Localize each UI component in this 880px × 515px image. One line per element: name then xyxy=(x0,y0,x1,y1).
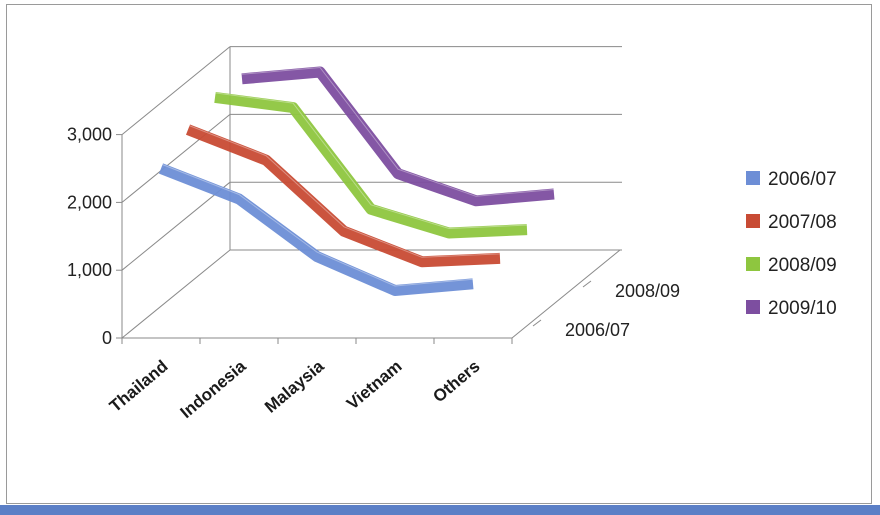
depth-tick-mark xyxy=(582,280,592,288)
x-category-label: Malaysia xyxy=(261,356,328,416)
series-line-highlight xyxy=(241,66,555,197)
legend-label: 2008/09 xyxy=(768,255,837,276)
legend-swatch xyxy=(746,214,760,228)
series-line xyxy=(241,66,555,207)
series-line xyxy=(158,163,474,296)
legend-swatch xyxy=(746,171,760,185)
legend-label: 2009/10 xyxy=(768,298,837,319)
legend-label: 2007/08 xyxy=(768,212,837,233)
depth-tick-mark xyxy=(532,319,542,327)
depth-tick-label: 2006/07 xyxy=(565,320,630,340)
series-line xyxy=(214,91,528,239)
y-tick-label: 2,000 xyxy=(67,192,112,212)
chart-frame xyxy=(6,4,872,504)
x-category-label: Others xyxy=(429,357,483,407)
legend-swatch xyxy=(746,257,760,271)
x-category-label: Vietnam xyxy=(343,357,406,414)
side-gridline xyxy=(121,249,231,339)
legend-swatch xyxy=(746,300,760,314)
side-gridline xyxy=(121,114,231,203)
y-tick-label: 1,000 xyxy=(67,260,112,280)
legend-label: 2006/07 xyxy=(768,169,837,190)
y-tick-label: 0 xyxy=(102,328,112,348)
x-category-label: Thailand xyxy=(106,357,172,416)
bottom-bar xyxy=(0,505,880,515)
series-line-highlight xyxy=(187,124,501,258)
series-line-highlight xyxy=(214,92,528,230)
y-tick-label: 3,000 xyxy=(67,125,112,145)
series-line-highlight xyxy=(160,163,474,287)
side-gridline xyxy=(121,181,231,271)
x-category-label: Indonesia xyxy=(177,356,250,422)
depth-axis-line xyxy=(511,249,621,339)
depth-tick-label: 2008/09 xyxy=(615,281,680,301)
side-gridline xyxy=(121,46,231,135)
series-line xyxy=(185,124,501,268)
